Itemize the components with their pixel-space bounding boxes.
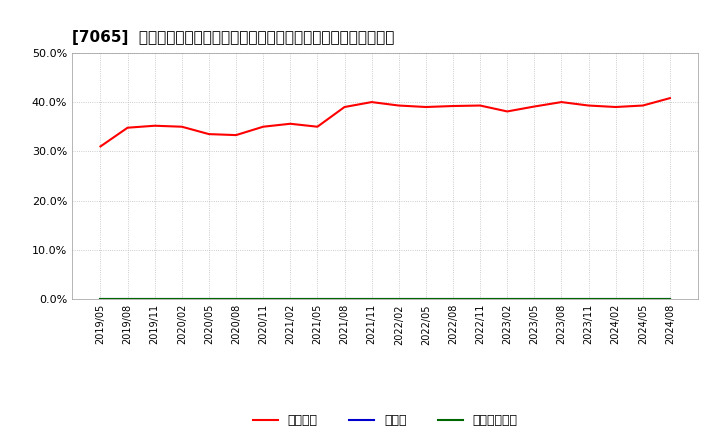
自己資本 xyxy=(96,144,105,149)
繰延税金資産 xyxy=(178,297,186,302)
繰延税金資産 xyxy=(259,297,268,302)
自己資本 xyxy=(123,125,132,130)
自己資本 xyxy=(611,104,620,110)
のれん xyxy=(341,297,349,302)
繰延税金資産 xyxy=(367,297,376,302)
自己資本 xyxy=(367,99,376,105)
のれん xyxy=(530,297,539,302)
繰延税金資産 xyxy=(557,297,566,302)
自己資本 xyxy=(584,103,593,108)
のれん xyxy=(503,297,511,302)
のれん xyxy=(123,297,132,302)
のれん xyxy=(313,297,322,302)
のれん xyxy=(178,297,186,302)
繰延税金資産 xyxy=(286,297,294,302)
のれん xyxy=(204,297,213,302)
繰延税金資産 xyxy=(232,297,240,302)
自己資本 xyxy=(530,104,539,109)
自己資本 xyxy=(639,103,647,108)
のれん xyxy=(449,297,457,302)
繰延税金資産 xyxy=(341,297,349,302)
自己資本 xyxy=(449,103,457,109)
自己資本 xyxy=(286,121,294,126)
自己資本 xyxy=(557,99,566,105)
自己資本 xyxy=(395,103,403,108)
繰延税金資産 xyxy=(476,297,485,302)
自己資本 xyxy=(476,103,485,108)
自己資本 xyxy=(665,95,674,101)
のれん xyxy=(367,297,376,302)
自己資本 xyxy=(421,104,430,110)
のれん xyxy=(259,297,268,302)
繰延税金資産 xyxy=(96,297,105,302)
繰延税金資産 xyxy=(395,297,403,302)
のれん xyxy=(665,297,674,302)
のれん xyxy=(584,297,593,302)
Line: 自己資本: 自己資本 xyxy=(101,98,670,147)
のれん xyxy=(557,297,566,302)
繰延税金資産 xyxy=(665,297,674,302)
自己資本 xyxy=(259,124,268,129)
自己資本 xyxy=(341,104,349,110)
繰延税金資産 xyxy=(449,297,457,302)
のれん xyxy=(96,297,105,302)
Legend: 自己資本, のれん, 繰延税金資産: 自己資本, のれん, 繰延税金資産 xyxy=(248,409,523,432)
繰延税金資産 xyxy=(503,297,511,302)
自己資本 xyxy=(204,132,213,137)
のれん xyxy=(395,297,403,302)
のれん xyxy=(639,297,647,302)
のれん xyxy=(286,297,294,302)
繰延税金資産 xyxy=(421,297,430,302)
繰延税金資産 xyxy=(313,297,322,302)
自己資本 xyxy=(178,124,186,129)
のれん xyxy=(421,297,430,302)
繰延税金資産 xyxy=(584,297,593,302)
自己資本 xyxy=(503,109,511,114)
のれん xyxy=(476,297,485,302)
繰延税金資産 xyxy=(639,297,647,302)
繰延税金資産 xyxy=(204,297,213,302)
自己資本 xyxy=(313,124,322,129)
繰延税金資産 xyxy=(611,297,620,302)
Text: [7065]  自己資本、のれん、繰延税金資産の総資産に対する比率の推移: [7065] 自己資本、のれん、繰延税金資産の総資産に対する比率の推移 xyxy=(72,29,395,45)
繰延税金資産 xyxy=(150,297,159,302)
繰延税金資産 xyxy=(123,297,132,302)
のれん xyxy=(232,297,240,302)
自己資本 xyxy=(150,123,159,128)
のれん xyxy=(150,297,159,302)
繰延税金資産 xyxy=(530,297,539,302)
のれん xyxy=(611,297,620,302)
自己資本 xyxy=(232,132,240,138)
